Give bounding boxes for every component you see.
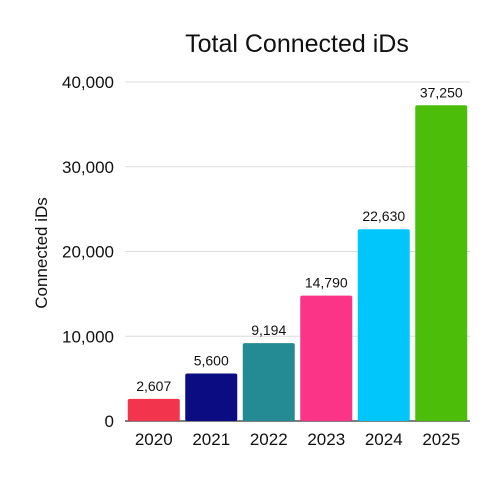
bar-2021 — [185, 373, 238, 421]
x-tick-label-2022: 2022 — [250, 430, 288, 449]
y-axis-label: Connected iDs — [32, 197, 51, 309]
data-label-2023: 14,790 — [305, 275, 348, 291]
bar-2024 — [357, 229, 410, 421]
bar-2022 — [242, 343, 295, 421]
data-label-2022: 9,194 — [251, 322, 286, 338]
bars — [127, 105, 468, 422]
gridlines — [125, 81, 470, 422]
x-tick-label-2025: 2025 — [422, 430, 460, 449]
x-tick-label-2021: 2021 — [192, 430, 230, 449]
data-label-2025: 37,250 — [420, 84, 463, 100]
x-tick-label-2024: 2024 — [365, 430, 403, 449]
y-tick-label: 20,000 — [62, 243, 114, 262]
tick-labels: 0 10,000 20,000 30,000 40,000 2020 2021 2022 202… — [62, 73, 460, 449]
data-label-2020: 2,607 — [136, 378, 171, 394]
bar-2023 — [300, 295, 353, 421]
data-label-2021: 5,600 — [194, 353, 229, 369]
data-label-2024: 22,630 — [362, 208, 405, 224]
y-tick-label: 30,000 — [62, 158, 114, 177]
y-tick-label: 0 — [105, 412, 114, 431]
bar-2020 — [127, 398, 180, 421]
y-tick-label: 10,000 — [62, 327, 114, 346]
data-labels: 2,607 5,600 9,194 14,790 22,630 37,250 — [136, 84, 463, 394]
x-tick-label-2023: 2023 — [307, 430, 345, 449]
chart-title: Total Connected iDs — [185, 30, 409, 58]
x-tick-label-2020: 2020 — [135, 430, 173, 449]
y-tick-label: 40,000 — [62, 73, 114, 92]
bar-2025 — [415, 105, 468, 422]
